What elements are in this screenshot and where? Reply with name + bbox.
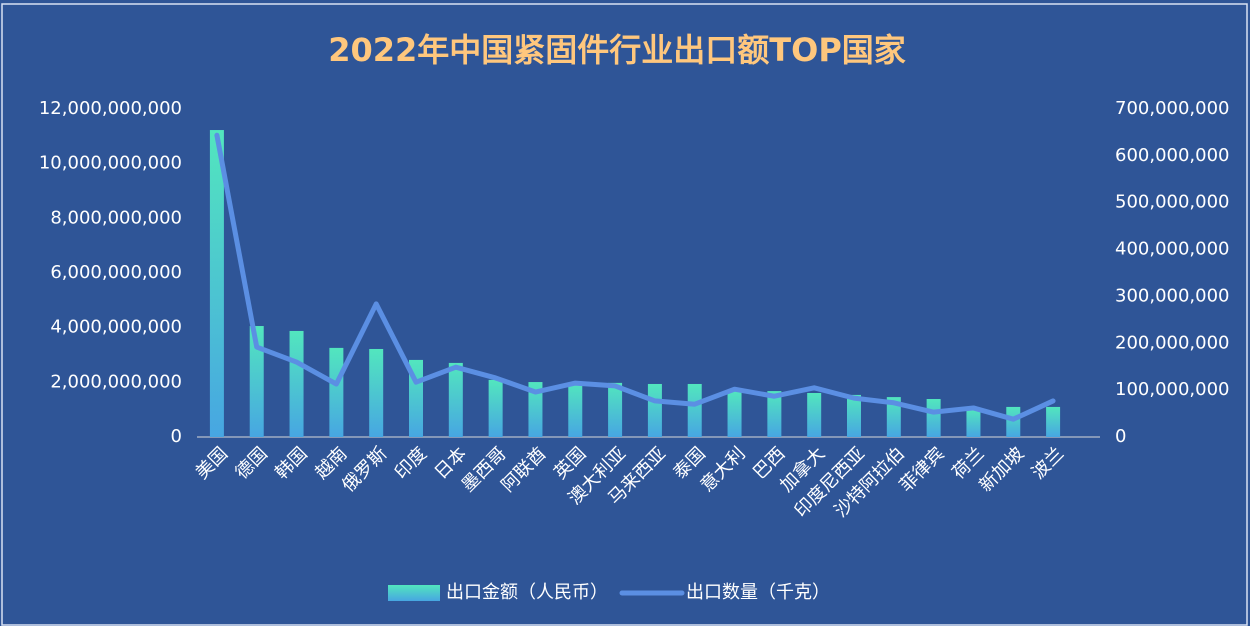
y-tick-label: 12,000,000,000 xyxy=(39,98,182,119)
bar xyxy=(966,409,981,437)
bar xyxy=(488,379,503,437)
bar xyxy=(886,397,901,437)
bar xyxy=(249,326,264,437)
y-tick-label: 10,000,000,000 xyxy=(39,153,182,174)
y-tick-label: 8,000,000,000 xyxy=(50,207,182,228)
legend-label: 出口金额（人民币） xyxy=(446,582,608,603)
y2-tick-label: 700,000,000 xyxy=(1115,98,1230,119)
y2-tick-label: 500,000,000 xyxy=(1115,192,1230,213)
y-tick-label: 6,000,000,000 xyxy=(50,262,182,283)
frame xyxy=(1,3,1248,626)
bar xyxy=(448,362,463,437)
bar xyxy=(647,383,662,437)
y-tick-label: 2,000,000,000 xyxy=(50,371,182,392)
chart-title: 2022年中国紧固件行业出口额TOP国家 xyxy=(328,31,906,69)
bar xyxy=(369,348,384,437)
legend-label: 出口数量（千克） xyxy=(686,582,830,603)
bar xyxy=(687,383,702,437)
bar xyxy=(767,391,782,437)
bar xyxy=(608,382,623,437)
line xyxy=(214,132,1056,422)
bar xyxy=(926,399,941,437)
legend-swatch xyxy=(388,585,440,601)
y-tick-label: 4,000,000,000 xyxy=(50,317,182,338)
y2-tick-label: 200,000,000 xyxy=(1115,332,1230,353)
y2-tick-label: 100,000,000 xyxy=(1115,379,1230,400)
bar xyxy=(727,391,742,437)
bar xyxy=(847,394,861,437)
bar xyxy=(209,130,224,437)
y2-tick-label: 400,000,000 xyxy=(1115,239,1230,260)
bar xyxy=(528,382,543,437)
y-tick-label: 0 xyxy=(171,426,182,447)
bar xyxy=(289,330,304,437)
y2-tick-label: 300,000,000 xyxy=(1115,285,1230,306)
bar xyxy=(807,392,822,437)
y2-tick-label: 600,000,000 xyxy=(1115,145,1230,166)
bar xyxy=(329,347,344,437)
bar xyxy=(568,382,583,437)
y2-tick-label: 0 xyxy=(1115,426,1126,447)
bar xyxy=(1006,406,1021,437)
bar xyxy=(1046,406,1061,437)
